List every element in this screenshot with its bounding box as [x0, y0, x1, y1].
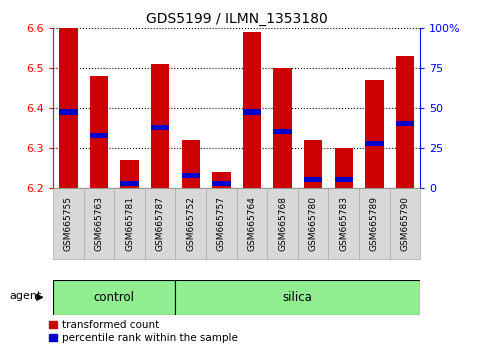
- Bar: [304, 140, 322, 188]
- Bar: [182, 173, 200, 178]
- Bar: [243, 32, 261, 188]
- Text: GSM665787: GSM665787: [156, 196, 165, 251]
- Bar: [84, 188, 114, 259]
- Text: control: control: [94, 291, 135, 304]
- Bar: [237, 188, 267, 259]
- Bar: [120, 181, 139, 186]
- Bar: [212, 172, 230, 188]
- Bar: [212, 181, 230, 186]
- Legend: transformed count, percentile rank within the sample: transformed count, percentile rank withi…: [49, 320, 238, 343]
- Bar: [175, 188, 206, 259]
- Bar: [59, 109, 78, 115]
- Bar: [175, 280, 420, 315]
- Text: GSM665790: GSM665790: [400, 196, 410, 251]
- Text: GSM665789: GSM665789: [370, 196, 379, 251]
- Text: GSM665755: GSM665755: [64, 196, 73, 251]
- Bar: [359, 188, 390, 259]
- Bar: [365, 80, 384, 188]
- Text: GSM665783: GSM665783: [339, 196, 348, 251]
- Bar: [396, 121, 414, 126]
- Bar: [365, 141, 384, 147]
- Bar: [298, 188, 328, 259]
- Text: silica: silica: [283, 291, 313, 304]
- Bar: [59, 28, 78, 188]
- Text: GSM665752: GSM665752: [186, 196, 195, 251]
- Bar: [206, 188, 237, 259]
- Bar: [182, 140, 200, 188]
- Bar: [145, 188, 175, 259]
- Bar: [114, 188, 145, 259]
- Bar: [335, 177, 353, 182]
- Bar: [90, 133, 108, 138]
- Text: GSM665768: GSM665768: [278, 196, 287, 251]
- Bar: [151, 64, 170, 188]
- Bar: [53, 280, 175, 315]
- Bar: [243, 109, 261, 115]
- Bar: [335, 148, 353, 188]
- Text: GSM665763: GSM665763: [95, 196, 103, 251]
- Bar: [273, 68, 292, 188]
- Title: GDS5199 / ILMN_1353180: GDS5199 / ILMN_1353180: [146, 12, 327, 26]
- Text: GSM665764: GSM665764: [247, 196, 256, 251]
- Bar: [304, 177, 322, 182]
- Bar: [90, 76, 108, 188]
- Bar: [151, 125, 170, 131]
- Bar: [396, 56, 414, 188]
- Text: GSM665757: GSM665757: [217, 196, 226, 251]
- Bar: [53, 188, 84, 259]
- Bar: [390, 188, 420, 259]
- Bar: [273, 129, 292, 135]
- Text: GSM665780: GSM665780: [309, 196, 318, 251]
- Bar: [328, 188, 359, 259]
- Text: GSM665781: GSM665781: [125, 196, 134, 251]
- Bar: [120, 160, 139, 188]
- Text: agent: agent: [10, 291, 42, 301]
- Bar: [267, 188, 298, 259]
